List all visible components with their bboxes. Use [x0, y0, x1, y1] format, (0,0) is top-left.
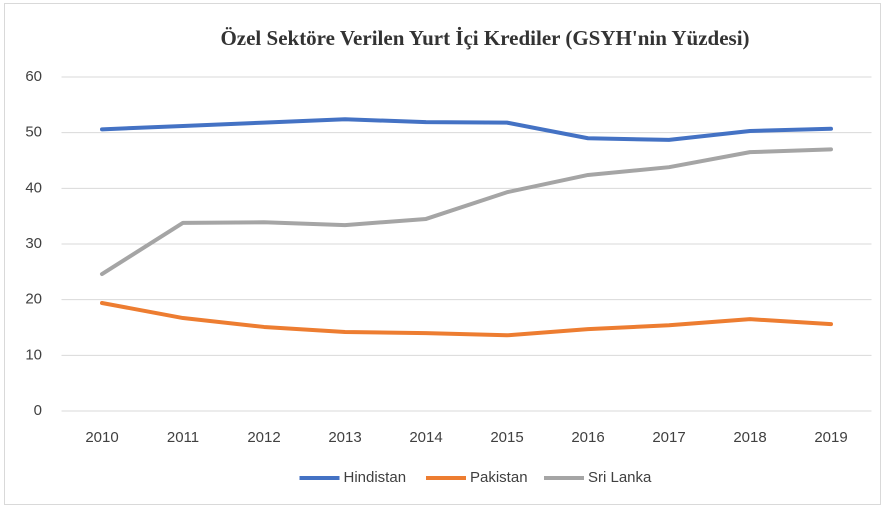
y-tick-label: 30 — [25, 235, 42, 252]
x-tick-label: 2015 — [490, 429, 523, 446]
x-tick-label: 2013 — [328, 429, 361, 446]
x-tick-label: 2018 — [733, 429, 766, 446]
legend-label: Pakistan — [470, 469, 528, 486]
y-tick-label: 0 — [34, 402, 42, 419]
y-tick-label: 20 — [25, 291, 42, 308]
series-line — [100, 117, 833, 142]
chart-title: Özel Sektöre Verilen Yurt İçi Krediler (… — [220, 26, 749, 50]
x-tick-label: 2019 — [814, 429, 847, 446]
series-line — [100, 147, 833, 277]
legend-label: Hindistan — [344, 469, 407, 486]
x-tick-label: 2014 — [409, 429, 442, 446]
legend-label: Sri Lanka — [588, 469, 652, 486]
chart-frame — [4, 3, 881, 505]
x-tick-label: 2012 — [247, 429, 280, 446]
y-tick-label: 10 — [25, 346, 42, 363]
y-tick-label: 60 — [25, 68, 42, 85]
x-tick-label: 2016 — [571, 429, 604, 446]
y-tick-label: 50 — [25, 124, 42, 141]
x-tick-label: 2017 — [652, 429, 685, 446]
x-tick-label: 2010 — [85, 429, 118, 446]
x-tick-label: 2011 — [167, 429, 199, 446]
y-tick-label: 40 — [25, 179, 42, 196]
series-line — [100, 301, 833, 338]
